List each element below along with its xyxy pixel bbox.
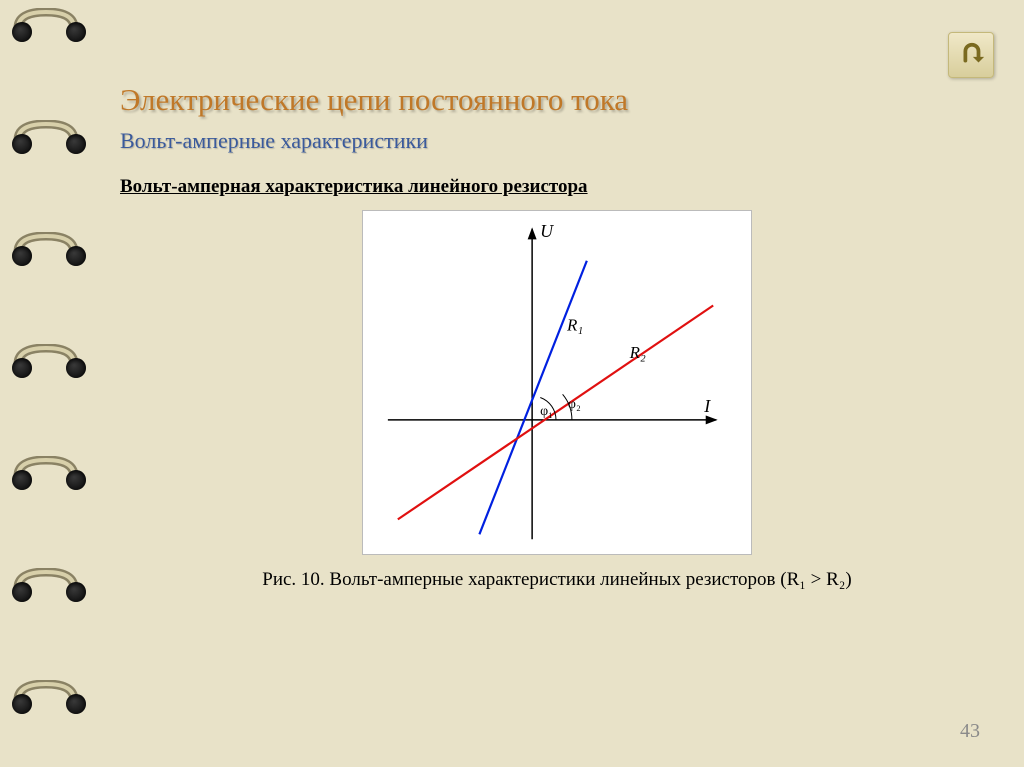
figure: U I R₁ R₂ φ₁ φ₂ Рис. 10. Вольт-амперные харак… xyxy=(120,210,994,591)
svg-text:R₁: R₁ xyxy=(566,315,583,334)
binding-ring xyxy=(12,120,82,158)
svg-text:φ₂: φ₂ xyxy=(568,397,581,412)
binding-ring xyxy=(12,8,82,46)
binding-ring xyxy=(12,568,82,606)
u-turn-icon xyxy=(956,40,986,70)
svg-text:R₂: R₂ xyxy=(629,343,646,362)
slide-content: Электрические цепи постоянного тока Воль… xyxy=(120,82,994,591)
spiral-binding xyxy=(0,0,95,767)
svg-text:φ₁: φ₁ xyxy=(540,404,553,419)
svg-text:U: U xyxy=(540,221,554,241)
section-heading: Вольт-амперная характеристика линейного … xyxy=(120,176,994,198)
svg-text:I: I xyxy=(703,396,711,416)
binding-ring xyxy=(12,680,82,718)
slide-title: Электрические цепи постоянного тока xyxy=(120,82,994,118)
iv-chart: U I R₁ R₂ φ₁ φ₂ xyxy=(362,210,752,555)
binding-ring xyxy=(12,232,82,270)
binding-ring xyxy=(12,344,82,382)
back-button[interactable] xyxy=(948,32,994,78)
page-number: 43 xyxy=(960,720,980,743)
binding-ring xyxy=(12,456,82,494)
figure-caption: Рис. 10. Вольт-амперные характеристики л… xyxy=(262,569,851,591)
slide-subtitle: Вольт-амперные характеристики xyxy=(120,128,994,154)
